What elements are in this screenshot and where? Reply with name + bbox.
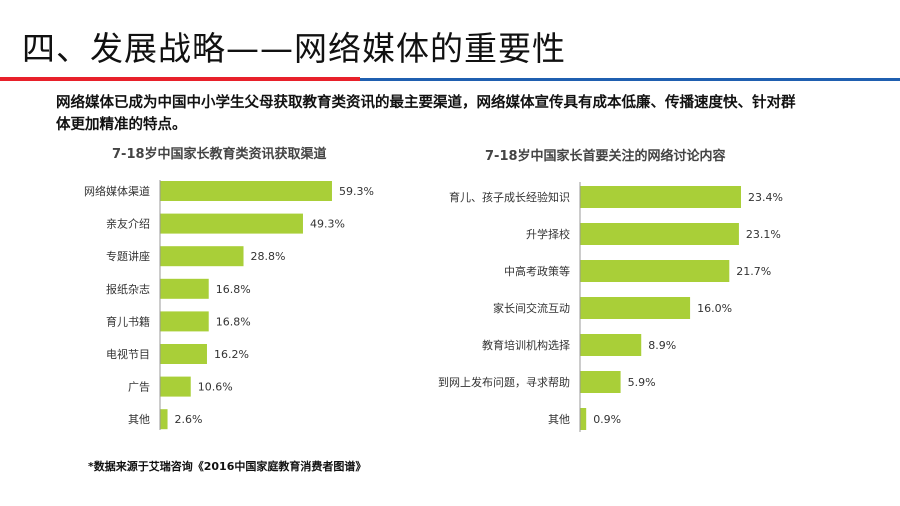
data-label: 16.8% xyxy=(216,283,251,296)
bar xyxy=(580,408,587,430)
data-label: 49.3% xyxy=(310,218,345,231)
data-label: 59.3% xyxy=(339,185,374,198)
category-label: 亲友介绍 xyxy=(106,217,150,231)
data-label: 16.0% xyxy=(697,302,732,315)
data-label: 23.4% xyxy=(748,191,783,204)
data-label: 10.6% xyxy=(198,381,233,394)
bar xyxy=(580,223,739,245)
source-note: *数据来源于艾瑞咨询《2016中国家庭教育消费者图谱》 xyxy=(88,460,367,473)
divider-blue xyxy=(360,78,900,81)
category-label: 教育培训机构选择 xyxy=(482,338,570,352)
data-label: 0.9% xyxy=(593,413,621,426)
data-label: 16.8% xyxy=(216,315,251,328)
category-label: 育儿、孩子成长经验知识 xyxy=(449,190,570,204)
category-label: 报纸杂志 xyxy=(106,282,150,296)
bar xyxy=(580,334,642,356)
chart-title-left: 7-18岁中国家长教育类资讯获取渠道 xyxy=(112,147,327,162)
data-label: 8.9% xyxy=(648,339,676,352)
bar xyxy=(160,213,303,234)
bar xyxy=(160,311,209,332)
data-label: 5.9% xyxy=(628,376,656,389)
category-label: 其他 xyxy=(128,413,150,426)
bar xyxy=(160,344,207,364)
category-label: 其他 xyxy=(548,413,570,426)
bar xyxy=(580,186,741,208)
bar xyxy=(580,371,621,393)
category-label: 广告 xyxy=(128,381,150,394)
bar xyxy=(160,246,244,267)
bar xyxy=(580,260,730,282)
divider-red xyxy=(0,77,360,81)
data-label: 2.6% xyxy=(175,413,203,426)
data-label: 23.1% xyxy=(746,228,781,241)
category-label: 专题讲座 xyxy=(106,249,150,263)
category-label: 育儿书籍 xyxy=(106,314,150,328)
bar xyxy=(160,181,332,201)
category-label: 升学择校 xyxy=(526,227,570,241)
category-label: 电视节目 xyxy=(106,347,150,361)
summary-text: 网络媒体已成为中国中小学生父母获取教育类资讯的最主要渠道，网络媒体宣传具有成本低… xyxy=(56,95,796,133)
category-label: 家长间交流互动 xyxy=(493,301,570,315)
slide-title: 四、发展战略——网络媒体的重要性 xyxy=(22,29,566,68)
category-label: 到网上发布问题，寻求帮助 xyxy=(438,375,570,389)
bar xyxy=(160,376,191,397)
category-label: 中高考政策等 xyxy=(504,264,570,278)
chart-title-right: 7-18岁中国家长首要关注的网络讨论内容 xyxy=(485,149,726,164)
category-label: 网络媒体渠道 xyxy=(84,184,150,198)
data-label: 16.2% xyxy=(214,348,249,361)
data-label: 21.7% xyxy=(736,265,771,278)
bar xyxy=(160,409,168,430)
bar xyxy=(580,297,691,319)
data-label: 28.8% xyxy=(251,250,286,263)
bar xyxy=(160,278,209,299)
